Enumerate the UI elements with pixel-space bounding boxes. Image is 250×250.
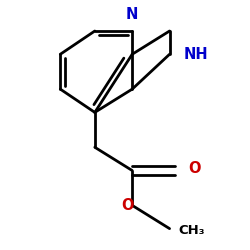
Text: O: O: [188, 161, 201, 176]
Text: CH₃: CH₃: [178, 224, 205, 237]
Text: O: O: [122, 198, 134, 213]
Text: N: N: [126, 7, 138, 22]
Text: NH: NH: [184, 47, 208, 62]
